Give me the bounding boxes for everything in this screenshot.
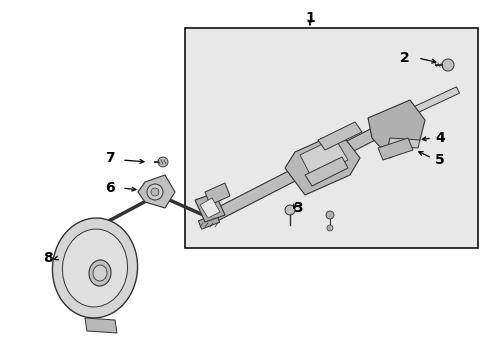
Ellipse shape xyxy=(62,229,127,307)
Polygon shape xyxy=(396,87,459,121)
Ellipse shape xyxy=(89,260,111,286)
Polygon shape xyxy=(317,122,361,150)
Circle shape xyxy=(326,225,332,231)
Text: 1: 1 xyxy=(305,11,314,25)
Circle shape xyxy=(151,188,159,196)
Polygon shape xyxy=(198,214,219,229)
Polygon shape xyxy=(299,138,347,178)
Text: 7: 7 xyxy=(105,151,115,165)
Circle shape xyxy=(158,157,168,167)
Circle shape xyxy=(441,59,453,71)
Text: 3: 3 xyxy=(293,201,302,215)
Circle shape xyxy=(325,211,333,219)
Polygon shape xyxy=(85,318,117,333)
Ellipse shape xyxy=(52,218,137,318)
Polygon shape xyxy=(195,193,224,222)
Polygon shape xyxy=(207,113,407,223)
Polygon shape xyxy=(387,138,419,148)
Text: 4: 4 xyxy=(434,131,444,145)
Circle shape xyxy=(285,205,294,215)
Polygon shape xyxy=(367,100,424,158)
Polygon shape xyxy=(377,138,412,160)
Text: 8: 8 xyxy=(43,251,53,265)
Polygon shape xyxy=(138,175,175,208)
Text: 5: 5 xyxy=(434,153,444,167)
Polygon shape xyxy=(285,132,359,195)
Text: 6: 6 xyxy=(105,181,115,195)
Polygon shape xyxy=(305,157,347,186)
Polygon shape xyxy=(204,183,229,205)
Text: 2: 2 xyxy=(399,51,409,65)
Circle shape xyxy=(147,184,163,200)
Polygon shape xyxy=(200,198,220,218)
Ellipse shape xyxy=(93,265,107,281)
Bar xyxy=(184,28,477,248)
